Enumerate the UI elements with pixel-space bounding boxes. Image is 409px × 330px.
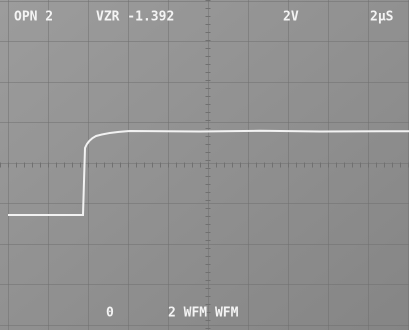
page: {"header": {"mode": "OPN 2", "offset": "… [0, 0, 409, 330]
mode-label: OPN 2 [14, 10, 53, 25]
offset-label: VZR -1.392 [96, 10, 174, 25]
volts-per-div: 2V [283, 10, 299, 25]
time-per-div: 2µS [370, 10, 394, 25]
oscilloscope-screen: OPN 2 VZR -1.392 2V 2µS 0 2 WFM WFM [0, 0, 409, 330]
waveform-label: 2 WFM WFM [168, 306, 239, 321]
graticule [0, 0, 409, 330]
ground-label: 0 [106, 306, 114, 321]
